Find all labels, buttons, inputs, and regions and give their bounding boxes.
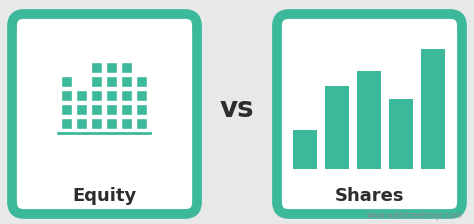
Bar xyxy=(62,118,73,129)
Bar xyxy=(421,49,446,169)
Bar xyxy=(121,76,133,87)
Bar xyxy=(107,62,118,73)
FancyBboxPatch shape xyxy=(277,14,462,214)
Bar xyxy=(390,99,413,169)
Bar xyxy=(91,118,102,129)
Text: Shares: Shares xyxy=(335,187,404,205)
Bar xyxy=(76,104,88,115)
Bar xyxy=(137,118,147,129)
Bar xyxy=(107,118,118,129)
Text: Equity: Equity xyxy=(73,187,137,205)
Bar xyxy=(91,62,102,73)
Bar xyxy=(76,90,88,101)
Bar xyxy=(107,90,118,101)
Bar xyxy=(91,104,102,115)
Text: vs: vs xyxy=(219,95,255,123)
Bar xyxy=(91,90,102,101)
Bar xyxy=(121,90,133,101)
FancyBboxPatch shape xyxy=(12,14,197,214)
Bar xyxy=(107,104,118,115)
Bar xyxy=(91,76,102,87)
Bar xyxy=(107,76,118,87)
Bar xyxy=(137,76,147,87)
Bar xyxy=(326,86,349,169)
Bar xyxy=(62,76,73,87)
Text: www.wallstreetmojo.com: www.wallstreetmojo.com xyxy=(366,211,462,220)
Bar xyxy=(357,71,382,169)
Bar xyxy=(62,90,73,101)
Bar xyxy=(62,104,73,115)
Bar xyxy=(137,90,147,101)
Bar xyxy=(121,104,133,115)
Bar xyxy=(121,62,133,73)
Bar xyxy=(76,118,88,129)
Bar xyxy=(121,118,133,129)
Bar xyxy=(293,130,318,169)
Bar xyxy=(137,104,147,115)
